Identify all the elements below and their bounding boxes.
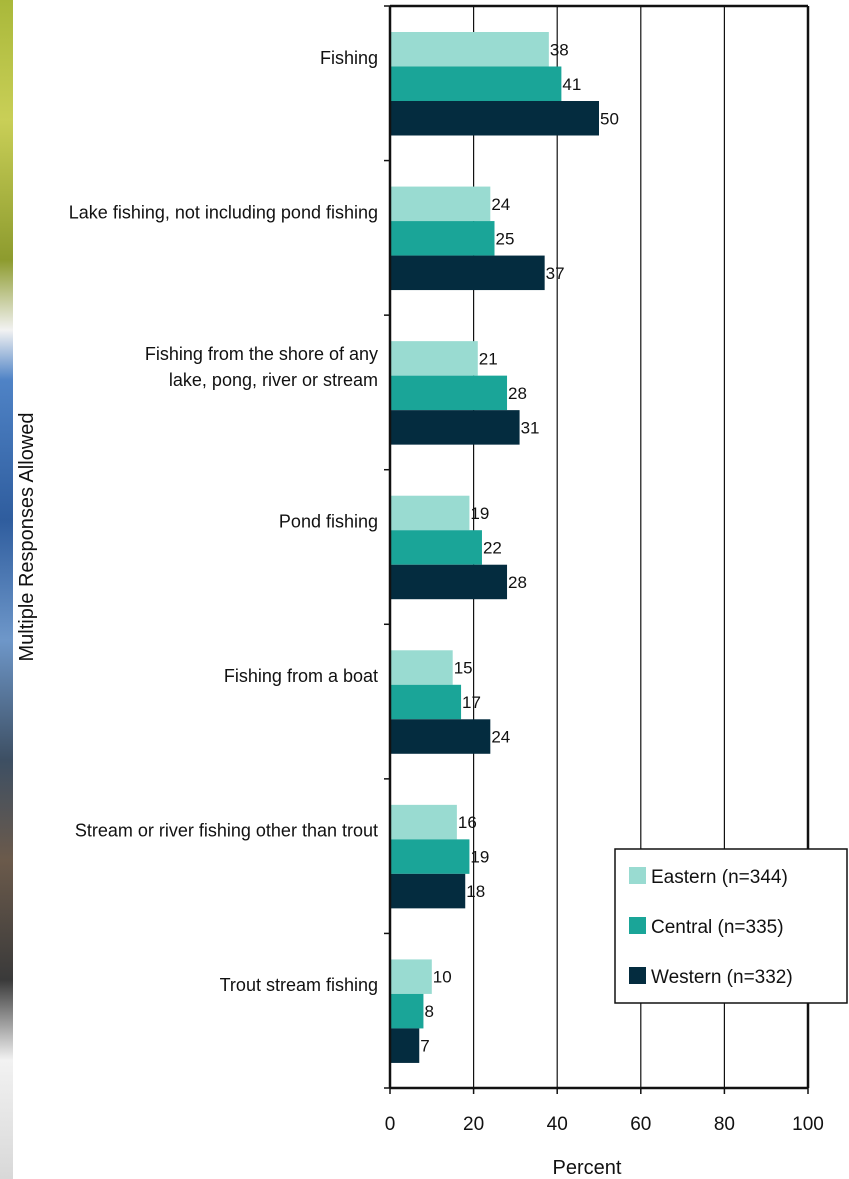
bar-western-3 bbox=[390, 564, 508, 600]
legend-label: Central (n=335) bbox=[651, 917, 784, 938]
x-tick-label: 0 bbox=[385, 1114, 396, 1135]
value-label: 28 bbox=[508, 573, 527, 592]
value-label: 41 bbox=[562, 75, 581, 94]
bar-eastern-1 bbox=[390, 186, 491, 222]
category-label: Trout stream fishing bbox=[220, 975, 378, 995]
bar-western-4 bbox=[390, 719, 491, 754]
category-label: Fishing bbox=[320, 48, 378, 68]
legend-swatch bbox=[629, 867, 646, 884]
legend-swatch bbox=[629, 917, 646, 934]
bar-central-6 bbox=[390, 993, 424, 1029]
legend-label: Western (n=332) bbox=[651, 967, 793, 988]
category-label: Stream or river fishing other than trout bbox=[75, 821, 378, 841]
x-tick-label: 40 bbox=[547, 1114, 568, 1135]
value-label: 19 bbox=[470, 848, 489, 867]
bar-central-4 bbox=[390, 684, 462, 720]
legend-label: Eastern (n=344) bbox=[651, 867, 788, 888]
legend-box bbox=[614, 848, 848, 1004]
category-label: Fishing from a boat bbox=[224, 666, 378, 686]
x-tick-label: 100 bbox=[792, 1114, 824, 1135]
value-label: 7 bbox=[420, 1037, 429, 1056]
value-label: 25 bbox=[496, 229, 515, 248]
bar-eastern-5 bbox=[390, 804, 457, 840]
value-labels: 38 41 50 24 25 37 21 28 31 19 22 28 15 17 24 16 19 18 108 7 bbox=[420, 40, 619, 1055]
value-label: 18 bbox=[466, 882, 485, 901]
bar-western-6 bbox=[390, 1028, 420, 1063]
bar-central-5 bbox=[390, 839, 470, 874]
value-label: 24 bbox=[491, 728, 510, 747]
value-label: 24 bbox=[491, 195, 510, 214]
legend: Eastern (n=344) Central (n=335) Western (n… bbox=[614, 848, 848, 1004]
tick-labels: 0 20 40 60 80 100 bbox=[385, 1088, 824, 1135]
bars bbox=[390, 32, 599, 1063]
value-label: 15 bbox=[454, 659, 473, 678]
bar-western-1 bbox=[390, 255, 545, 291]
bar-eastern-3 bbox=[390, 495, 470, 531]
x-axis-title: Percent bbox=[553, 1157, 622, 1179]
bar-eastern-0 bbox=[390, 32, 549, 67]
value-label: 38 bbox=[550, 40, 569, 59]
value-label: 28 bbox=[508, 384, 527, 403]
x-tick-label: 60 bbox=[630, 1114, 651, 1135]
background-photo-strip bbox=[0, 0, 13, 1179]
value-label: 8 bbox=[424, 1002, 433, 1021]
value-label: 16 bbox=[458, 813, 477, 832]
value-label: 37 bbox=[546, 264, 565, 283]
bar-central-1 bbox=[390, 221, 495, 256]
value-label: 31 bbox=[521, 418, 540, 437]
bar-central-3 bbox=[390, 530, 482, 565]
bar-western-0 bbox=[390, 101, 599, 136]
bar-eastern-2 bbox=[390, 341, 478, 376]
legend-swatch bbox=[629, 967, 646, 984]
value-label: 21 bbox=[479, 349, 498, 368]
bar-central-0 bbox=[390, 66, 562, 101]
value-label: 10 bbox=[433, 968, 452, 987]
value-label: 17 bbox=[462, 693, 481, 712]
category-labels: Fishing Lake fishing, not including pond … bbox=[69, 48, 378, 995]
category-label: Pond fishing bbox=[279, 511, 378, 531]
bar-eastern-4 bbox=[390, 650, 453, 685]
value-label: 19 bbox=[470, 504, 489, 523]
bar-western-5 bbox=[390, 873, 466, 909]
y-axis-title: Multiple Responses Allowed bbox=[16, 412, 38, 661]
bar-western-2 bbox=[390, 410, 520, 445]
bar-central-2 bbox=[390, 375, 508, 411]
value-label: 50 bbox=[600, 109, 619, 128]
value-label: 22 bbox=[483, 538, 502, 557]
bar-eastern-6 bbox=[390, 959, 432, 994]
category-label: Lake fishing, not including pond fishing bbox=[69, 202, 378, 222]
category-label: Fishing from the shore of any lake, pong,… bbox=[145, 344, 378, 390]
axes bbox=[384, 5, 808, 1090]
x-tick-label: 20 bbox=[463, 1114, 484, 1135]
x-tick-label: 80 bbox=[714, 1114, 735, 1135]
